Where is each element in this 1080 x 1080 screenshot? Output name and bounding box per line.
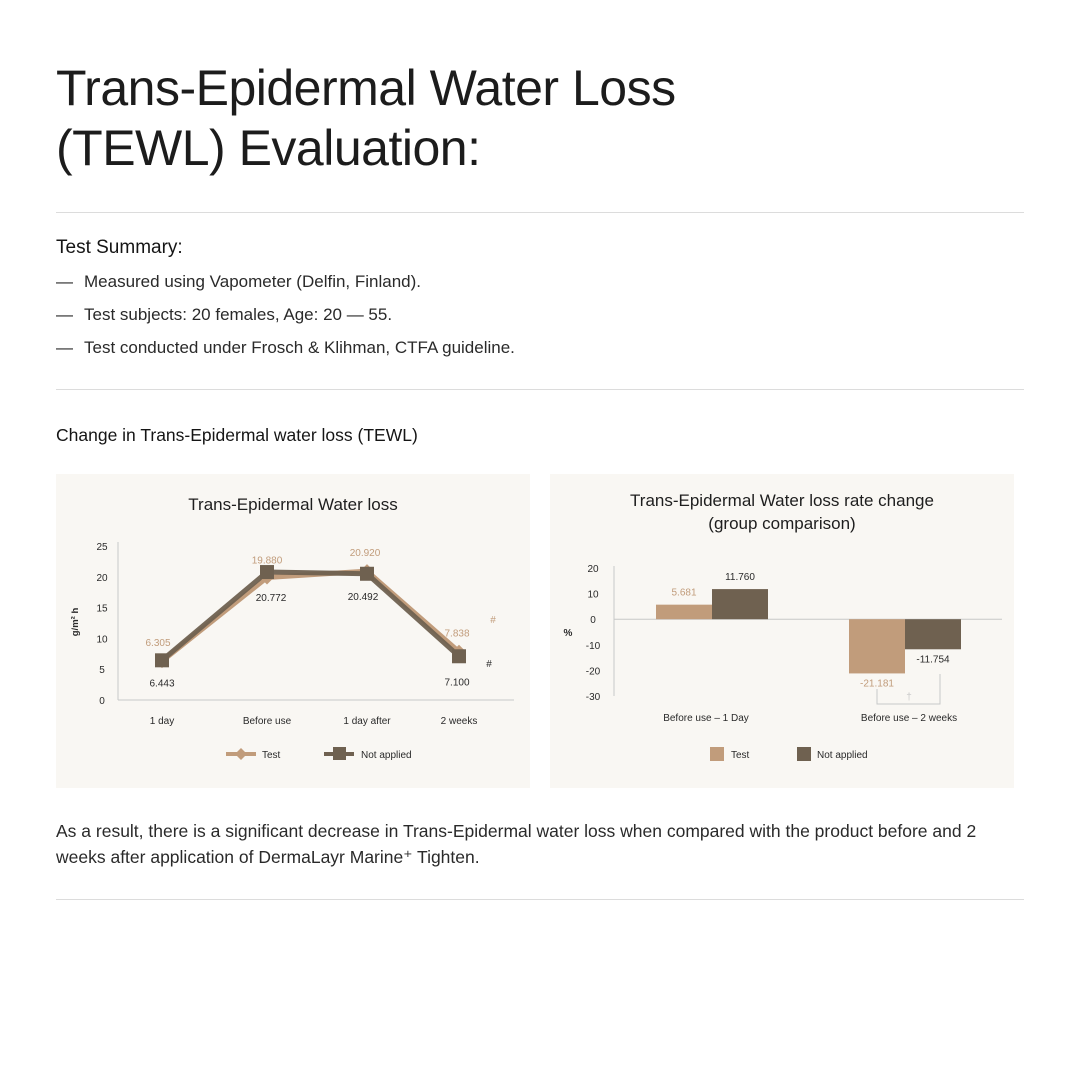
data-label-not-applied: 7.100 — [444, 677, 469, 688]
data-label-test: 5.681 — [671, 588, 696, 599]
x-tick-label: 2 weeks — [441, 716, 478, 727]
summary-item-text: Test subjects: 20 females, Age: 20 — 55. — [84, 305, 393, 324]
bar-test — [849, 619, 905, 674]
summary-item-text: Test conducted under Frosch & Klihman, C… — [84, 338, 515, 357]
y-tick-label: 15 — [96, 604, 108, 615]
x-tick-label: Before use — [243, 716, 292, 727]
data-label-not-applied: -11.754 — [916, 654, 950, 665]
y-tick-label: 10 — [96, 634, 108, 645]
data-point-not-applied — [260, 565, 274, 580]
data-label-not-applied: 6.443 — [149, 678, 174, 689]
y-tick-label: 20 — [587, 564, 599, 575]
y-tick-label: -20 — [586, 666, 601, 677]
data-label-test: -21.181 — [860, 678, 894, 689]
divider-bottom — [56, 899, 1024, 900]
bar-not-applied — [712, 589, 768, 620]
line-chart-panel: Trans-Epidermal Water loss 0 5 10 15 20 25 g/m²… — [56, 474, 530, 788]
data-label-test: 7.838 — [444, 629, 469, 640]
significance-bracket — [876, 674, 941, 705]
summary-item: — Test subjects: 20 females, Age: 20 — 55… — [56, 303, 515, 336]
x-tick-label: Before use – 2 weeks — [861, 713, 957, 724]
data-label-not-applied: 11.760 — [725, 572, 755, 583]
chart-subtitle: (group comparison) — [708, 514, 855, 533]
x-tick-label: Before use – 1 Day — [663, 713, 749, 724]
bar-test — [656, 604, 712, 620]
y-tick-label: 10 — [587, 590, 599, 601]
summary-item: — Measured using Vapometer (Delfin, Finla… — [56, 270, 515, 303]
legend-swatch-test — [710, 747, 724, 761]
legend-swatch-not-applied — [797, 747, 811, 761]
section-title: Change in Trans-Epidermal water loss (TE… — [56, 425, 418, 445]
y-tick-label: 25 — [96, 542, 108, 553]
data-label-not-applied: 20.772 — [256, 593, 287, 604]
legend-label-test: Test — [731, 750, 750, 761]
y-tick-label: 0 — [590, 615, 596, 626]
dash-bullet: — — [56, 272, 73, 291]
data-point-not-applied — [155, 653, 169, 668]
legend-label-not-applied: Not applied — [361, 750, 412, 761]
summary-item: — Test conducted under Frosch & Klihman, … — [56, 336, 515, 369]
page-title-line-2: (TEWL) Evaluation: — [56, 120, 481, 176]
tewl-line-chart: Trans-Epidermal Water loss 0 5 10 15 20 25 g/m²… — [70, 495, 514, 761]
x-tick-label: 1 day after — [343, 716, 391, 727]
y-tick-label: -30 — [586, 692, 601, 703]
test-summary-list: — Measured using Vapometer (Delfin, Finla… — [56, 270, 515, 369]
legend-marker-not-applied — [333, 747, 346, 760]
chart-title: Trans-Epidermal Water loss — [188, 495, 397, 514]
legend-marker-test — [235, 748, 247, 760]
page-title-line-1: Trans-Epidermal Water Loss — [56, 60, 676, 116]
data-label-not-applied: 20.492 — [348, 592, 379, 603]
y-tick-label: 5 — [99, 665, 105, 676]
data-label-test: 20.920 — [350, 548, 381, 559]
divider-top — [56, 212, 1024, 213]
data-label-test: 6.305 — [145, 638, 170, 649]
y-tick-label: 0 — [99, 696, 105, 707]
conclusion-text: As a result, there is a significant decr… — [56, 821, 977, 867]
data-point-not-applied — [360, 566, 374, 581]
y-tick-label: -10 — [586, 641, 601, 652]
tewl-rate-change-bar-chart: Trans-Epidermal Water loss rate change (g… — [564, 491, 1002, 761]
significance-mark-test: # — [490, 615, 496, 626]
x-tick-label: 1 day — [150, 716, 174, 727]
dash-bullet: — — [56, 338, 73, 357]
bar-chart-panel: Trans-Epidermal Water loss rate change (g… — [550, 474, 1014, 788]
significance-mark-not-applied: # — [486, 659, 492, 670]
bar-not-applied — [905, 619, 961, 650]
dash-bullet: — — [56, 305, 73, 324]
series-line-not-applied — [160, 569, 461, 663]
y-tick-label: 20 — [96, 573, 108, 584]
legend-label-not-applied: Not applied — [817, 750, 868, 761]
chart-title: Trans-Epidermal Water loss rate change — [630, 491, 934, 510]
data-point-not-applied — [452, 649, 466, 664]
y-axis-title: % — [564, 628, 573, 639]
y-axis-title: g/m² h — [70, 608, 81, 637]
significance-mark: † — [906, 692, 912, 703]
page-title: Trans-Epidermal Water Loss (TEWL) Evalua… — [56, 58, 956, 178]
summary-item-text: Measured using Vapometer (Delfin, Finlan… — [84, 272, 422, 291]
legend-label-test: Test — [262, 750, 281, 761]
divider-middle — [56, 389, 1024, 390]
data-label-test: 19.880 — [252, 556, 283, 567]
test-summary-heading: Test Summary: — [56, 237, 183, 258]
